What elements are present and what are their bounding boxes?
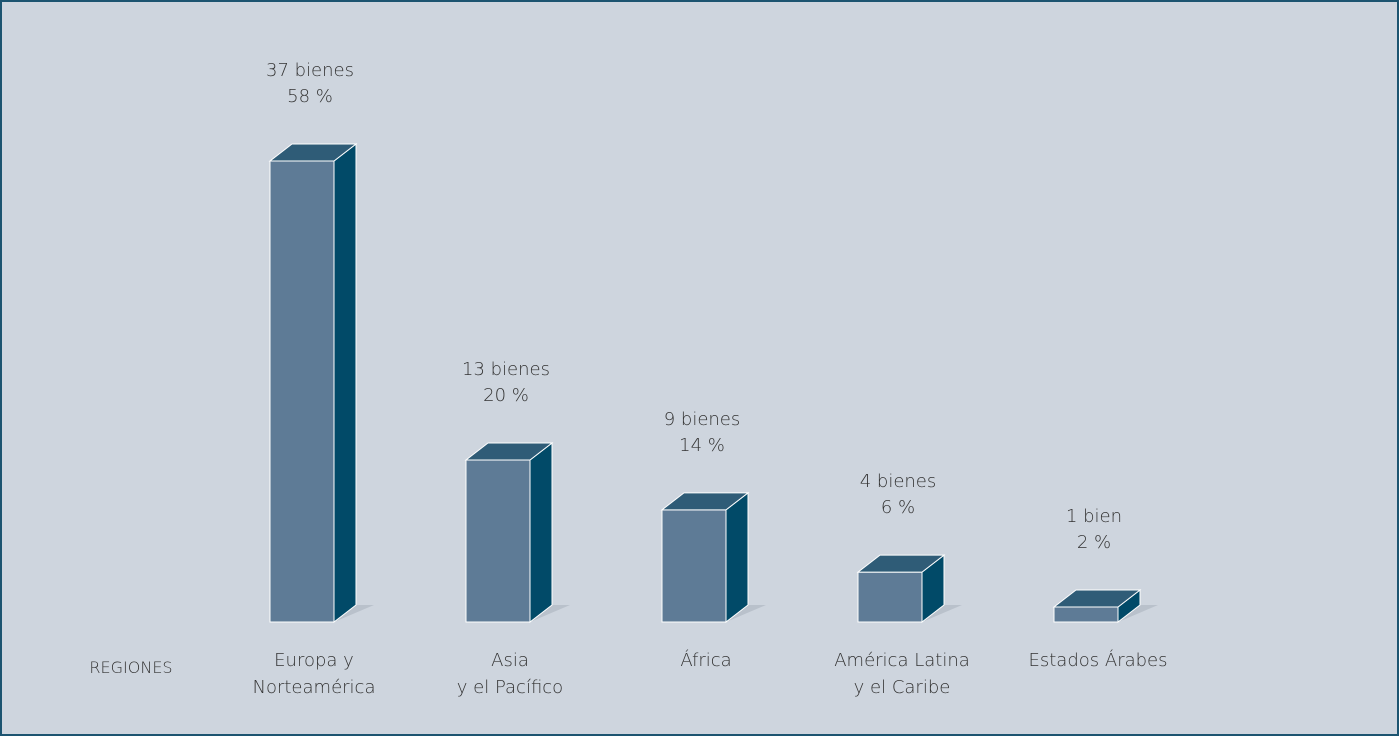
value-label: 4 bienes — [860, 471, 937, 492]
bar-side — [333, 142, 357, 624]
bar-front — [661, 509, 727, 623]
bar-top — [464, 442, 554, 461]
bar-top — [1052, 589, 1142, 608]
bar-front — [465, 459, 531, 623]
percent-label: 14 % — [679, 435, 725, 456]
bar-side — [529, 442, 553, 624]
bar-shadow — [922, 605, 962, 622]
percent-label: 6 % — [881, 497, 915, 518]
bar-shadow — [726, 605, 766, 622]
bar-front — [857, 571, 923, 623]
category-label: África — [680, 649, 731, 671]
percent-label: 2 % — [1077, 532, 1111, 553]
category-label: Asia — [491, 650, 529, 671]
bar-front — [1053, 606, 1119, 623]
x-axis-title: REGIONES — [89, 658, 172, 677]
category-label: Europa y — [274, 650, 354, 671]
category-label: y el Caribe — [854, 677, 951, 698]
bar-top — [268, 143, 358, 162]
category-label: Norteamérica — [253, 677, 376, 698]
bar-shadow — [1118, 605, 1158, 622]
bar-shadow — [530, 605, 570, 622]
bar-3 — [856, 554, 962, 624]
bars-group — [268, 142, 1158, 624]
labels-group: 37 bienes 58 % Europa y Norteamérica 13 bien… — [253, 60, 1168, 698]
category-label: Estados Árabes — [1029, 649, 1168, 671]
value-label: 9 bienes — [664, 409, 741, 430]
bar-front — [269, 160, 335, 623]
value-label: 1 bien — [1066, 506, 1122, 527]
category-label: y el Pacífico — [457, 677, 563, 698]
value-label: 37 bienes — [266, 60, 354, 81]
bar-top — [856, 554, 946, 573]
percent-label: 20 % — [483, 385, 529, 406]
bar-2 — [660, 491, 766, 624]
bar-side — [725, 491, 749, 624]
bar-1 — [464, 442, 570, 624]
value-label: 13 bienes — [462, 359, 550, 380]
percent-label: 58 % — [287, 86, 333, 107]
bar-0 — [268, 142, 374, 624]
bar-shadow — [334, 605, 374, 622]
bar-top — [660, 492, 750, 511]
category-label: América Latina — [834, 650, 970, 671]
bar-4 — [1052, 588, 1158, 624]
